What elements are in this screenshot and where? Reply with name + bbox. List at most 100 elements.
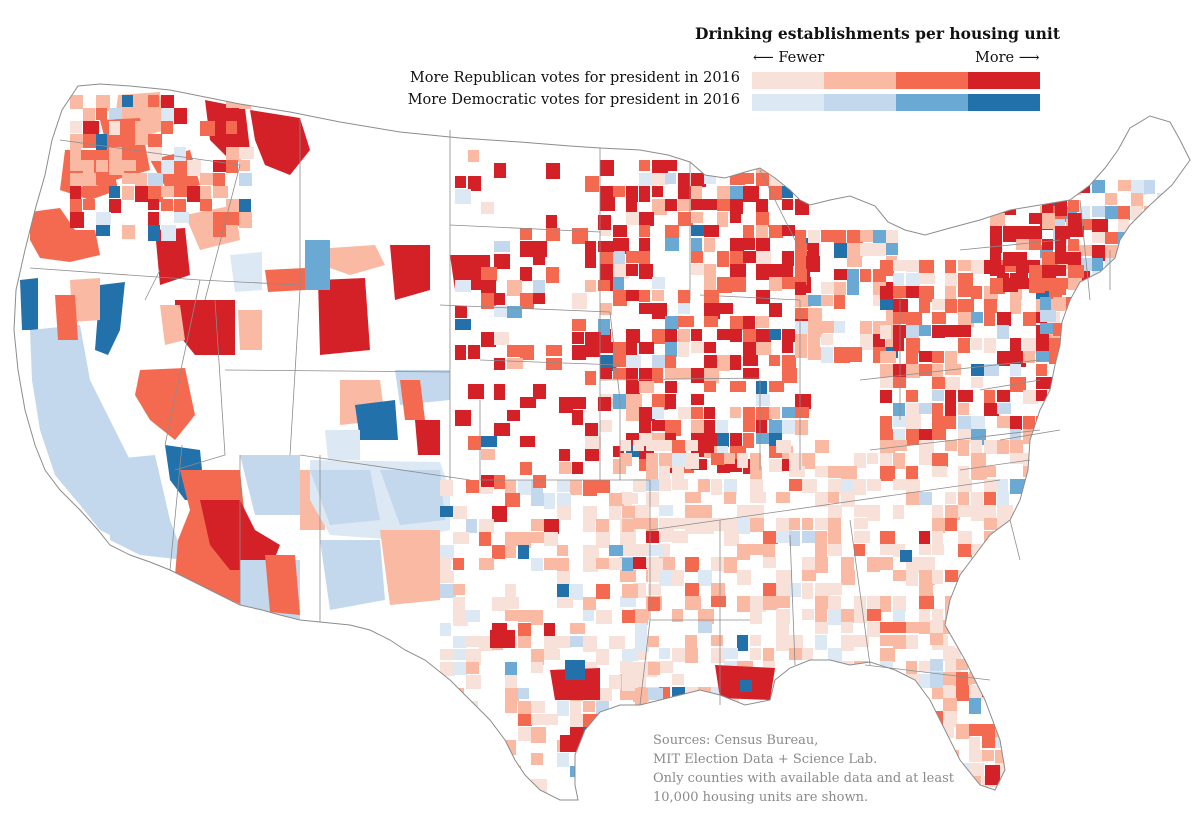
county-cell-183 [639, 407, 655, 421]
county-cell-1195 [995, 672, 1009, 688]
county-cell-509 [1118, 310, 1132, 324]
county-cell-620 [672, 479, 688, 490]
county-cell-597 [932, 453, 948, 467]
county-cell-935 [609, 506, 621, 520]
county-cell-912 [1010, 687, 1025, 700]
county-cell-188 [730, 407, 741, 418]
county-cell-1061 [570, 714, 583, 730]
county-cell-814 [1023, 609, 1037, 624]
county-cell-279 [860, 321, 872, 334]
county-cell-795 [1010, 596, 1025, 610]
county-cell-1135 [494, 332, 509, 345]
county-cell-406 [919, 403, 933, 414]
county-cell-363 [1010, 338, 1021, 352]
county-cell-209 [665, 433, 676, 445]
county-cell-1001 [570, 623, 585, 634]
county-region-35 [325, 430, 360, 460]
county-cell-700 [789, 531, 800, 546]
county-cell-987 [648, 597, 660, 611]
county-cell-489 [1157, 271, 1172, 283]
county-cell-1096 [455, 176, 466, 188]
county-cell-988 [453, 610, 468, 626]
county-cell-30 [782, 186, 793, 198]
county-cell-684 [815, 518, 830, 530]
county-cell-599 [1010, 453, 1026, 464]
county-cell-907 [893, 687, 909, 699]
county-cell-386 [1036, 364, 1047, 376]
county-cell-116 [704, 316, 718, 327]
county-cell-630 [867, 479, 881, 491]
county-cell-238 [821, 230, 835, 242]
county-cell-539 [1029, 239, 1041, 250]
county-cell-1284 [148, 173, 163, 187]
county-cell-692 [1036, 518, 1049, 529]
county-cell-160 [652, 368, 663, 383]
county-cell-1128 [455, 306, 467, 318]
county-cell-586 [711, 453, 725, 465]
county-cell-143 [782, 342, 793, 353]
sources-line: Only counties with available data and at… [653, 771, 954, 786]
county-cell-311 [945, 273, 957, 286]
county-cell-699 [776, 531, 789, 543]
county-cell-367 [880, 351, 896, 363]
county-cell-583 [659, 453, 672, 468]
county-cell-972 [557, 571, 570, 586]
county-cell-844 [1023, 635, 1034, 647]
county-cell-612 [958, 466, 969, 479]
county-cell-257 [847, 269, 859, 284]
legend-swatch-rep-2 [824, 72, 896, 89]
county-cell-96 [730, 277, 746, 292]
county-cell-364 [1023, 338, 1037, 354]
county-cell-522 [990, 200, 1004, 211]
county-cell-1054 [635, 701, 647, 714]
county-cell-954 [505, 545, 516, 558]
county-cell-1097 [468, 176, 481, 191]
county-cell-175 [613, 394, 628, 409]
county-cell-21 [626, 186, 638, 202]
county-cell-830 [737, 635, 748, 651]
county-cell-606 [815, 466, 830, 477]
county-cell-550 [1016, 265, 1028, 278]
county-cell-929 [622, 493, 638, 504]
county-cell-823 [919, 622, 931, 634]
county-cell-460 [1118, 219, 1129, 232]
county-cell-681 [776, 518, 792, 534]
county-cell-52 [639, 225, 650, 237]
county-cell-980 [622, 584, 638, 598]
county-cell-278 [834, 321, 845, 333]
county-cell-1084 [479, 766, 492, 780]
state-border-5 [289, 118, 301, 456]
county-cell-54 [691, 225, 706, 236]
county-cell-64 [704, 238, 715, 252]
county-cell-1158 [572, 410, 583, 425]
county-cell-624 [750, 479, 763, 494]
county-cell-1090 [492, 779, 507, 794]
county-region-9 [330, 245, 385, 275]
county-cell-1023 [440, 662, 455, 676]
county-cell-201 [743, 420, 755, 432]
county-cell-1170 [572, 462, 583, 474]
county-cell-95 [717, 277, 732, 293]
county-cell-643 [776, 492, 790, 503]
county-cell-153 [743, 355, 758, 366]
county-cell-695 [659, 531, 673, 542]
county-cell-653 [997, 492, 1009, 507]
county-cell-454 [1157, 206, 1168, 221]
county-cell-983 [492, 597, 508, 611]
county-cell-193 [795, 407, 809, 418]
county-cell-1020 [544, 649, 560, 660]
county-cell-1192 [956, 672, 968, 686]
legend-democratic-scale [752, 94, 1040, 111]
county-cell-290 [821, 347, 833, 363]
county-cell-492 [1118, 284, 1133, 300]
county-cell-629 [854, 479, 866, 495]
county-cell-469 [1079, 245, 1094, 256]
county-cell-424 [1049, 416, 1062, 430]
county-cell-557 [1016, 278, 1030, 289]
county-cell-1315 [96, 225, 110, 236]
county-cell-742 [971, 557, 984, 570]
county-cell-1124 [494, 293, 505, 305]
county-cell-461 [1144, 219, 1156, 233]
county-cell-613 [971, 466, 987, 480]
county-cell-953 [492, 545, 505, 559]
